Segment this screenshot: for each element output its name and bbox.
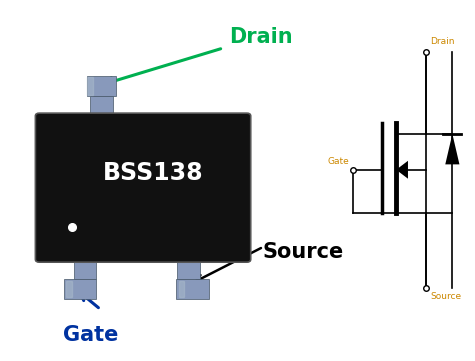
Text: Source: Source bbox=[430, 292, 461, 301]
Polygon shape bbox=[87, 75, 116, 96]
Polygon shape bbox=[178, 259, 200, 279]
Polygon shape bbox=[74, 259, 96, 279]
Polygon shape bbox=[179, 281, 184, 297]
Text: Drain: Drain bbox=[229, 27, 293, 47]
FancyBboxPatch shape bbox=[36, 113, 251, 262]
Text: Source: Source bbox=[263, 242, 344, 262]
Text: BSS138: BSS138 bbox=[103, 161, 204, 185]
Text: Gate: Gate bbox=[64, 325, 119, 344]
Polygon shape bbox=[64, 279, 96, 299]
Polygon shape bbox=[177, 279, 209, 299]
Polygon shape bbox=[87, 77, 93, 95]
Text: Gate: Gate bbox=[328, 157, 350, 166]
Polygon shape bbox=[445, 134, 459, 164]
Polygon shape bbox=[396, 161, 408, 179]
Text: Drain: Drain bbox=[430, 37, 455, 46]
Polygon shape bbox=[66, 281, 72, 297]
Polygon shape bbox=[90, 96, 113, 116]
